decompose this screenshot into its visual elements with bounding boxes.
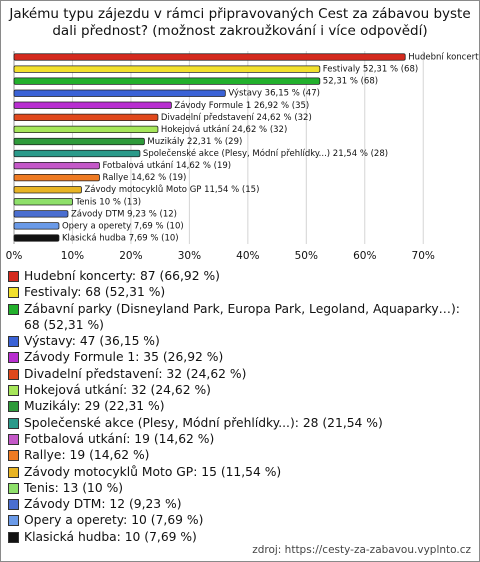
bar [13, 210, 69, 218]
legend-label: Závody motocyklů Moto GP: 15 (11,54 %) [24, 464, 282, 479]
bar-label: Fotbalová utkání 14,62 % (19) [102, 161, 231, 171]
legend-swatch [8, 515, 19, 527]
bar-label: Rallye 14,62 % (19) [102, 173, 186, 183]
legend-item: Hokejová utkání: 32 (24,62 %) [8, 382, 472, 398]
bar-label: Muzikály 22,31 % (29) [147, 137, 242, 147]
legend-item: Závody DTM: 12 (9,23 %) [8, 496, 472, 512]
x-tick-label: 50% [295, 250, 318, 262]
legend-item: Festivaly: 68 (52,31 %) [8, 284, 472, 300]
legend-swatch [8, 531, 19, 543]
legend-label: Klasická hudba: 10 (7,69 %) [24, 529, 197, 544]
legend-item: Muzikály: 29 (22,31 %) [8, 398, 472, 414]
legend-label: Rallye: 19 (14,62 %) [24, 448, 150, 463]
bar-label: Tenis 10 % (13) [74, 197, 141, 207]
bar-label: Hokejová utkání 24,62 % (32) [161, 125, 287, 135]
legend-item: Opery a operety: 10 (7,69 %) [8, 512, 472, 528]
legend-swatch [8, 385, 19, 397]
legend-swatch [8, 482, 19, 494]
legend-item: Zábavní parky (Disneyland Park, Europa P… [8, 301, 472, 334]
chart-title: Jakému typu zájezdu v rámci připravovaný… [9, 6, 471, 39]
legend-label: Fotbalová utkání: 19 (14,62 %) [24, 431, 215, 446]
x-tick-label: 30% [178, 250, 201, 262]
x-tick-label: 60% [353, 250, 376, 262]
bar [13, 89, 226, 97]
legend-item: Výstavy: 47 (36,15 %) [8, 333, 472, 349]
bar-label: Divadelní představení 24,62 % (32) [161, 113, 312, 123]
bar [13, 161, 100, 170]
legend-label: Závody DTM: 12 (9,23 %) [24, 497, 182, 512]
bar-label: Výstavy 36,15 % (47) [228, 89, 320, 99]
legend-swatch [8, 336, 19, 348]
legend-item: Tenis: 13 (10 %) [8, 480, 472, 496]
legend-swatch [8, 271, 19, 282]
legend-swatch [8, 499, 19, 511]
bar [13, 234, 60, 242]
bar [13, 77, 321, 85]
legend-swatch [8, 417, 19, 429]
bar [13, 125, 159, 134]
bar-label: Hudební koncerty 66,92 % (87) [408, 53, 479, 63]
legend-item: Rallye: 19 (14,62 %) [8, 447, 472, 463]
bar [13, 113, 159, 121]
x-tick-label: 10% [61, 250, 84, 262]
bar [13, 65, 321, 73]
legend-item: Divadelní představení: 32 (24,62 %) [8, 366, 472, 382]
legend-swatch [8, 401, 19, 413]
bar [13, 137, 145, 146]
legend-item: Společenské akce (Plesy, Módní přehlídky… [8, 415, 472, 431]
legend-swatch [8, 287, 19, 299]
bar-label: Závody motocyklů Moto GP 11,54 % (15) [84, 184, 259, 195]
legend-label: Festivaly: 68 (52,31 %) [24, 285, 166, 300]
bar-label: Opery a operety 7,69 % (10) [62, 221, 184, 231]
bar-label: Klasická hudba 7,69 % (10) [62, 233, 179, 243]
legend-label: Závody Formule 1: 35 (26,92 %) [24, 350, 224, 365]
bar [13, 101, 172, 109]
legend-item: Fotbalová utkání: 19 (14,62 %) [8, 431, 472, 447]
legend-swatch [8, 450, 19, 462]
legend-item: Závody Formule 1: 35 (26,92 %) [8, 349, 472, 365]
legend-label: Společenské akce (Plesy, Módní přehlídky… [24, 415, 383, 430]
legend-label: Hudební koncerty: 87 (66,92 %) [24, 269, 220, 283]
legend: Hudební koncerty: 87 (66,92 %) Festivaly:… [8, 268, 472, 545]
legend-swatch [8, 466, 19, 478]
bar [13, 186, 82, 194]
legend-label: Divadelní představení: 32 (24,62 %) [24, 366, 247, 381]
legend-label: Zábavní parky (Disneyland Park, Europa P… [24, 301, 460, 332]
bar [13, 149, 141, 158]
legend-swatch [8, 433, 19, 445]
legend-label: Muzikály: 29 (22,31 %) [24, 399, 165, 414]
bar-label: Společenské akce (Plesy, Módní přehlídky… [143, 148, 388, 159]
bar [13, 198, 73, 206]
source: zdroj: https://cesty-za-zabavou.vyplnto.… [252, 544, 471, 556]
legend-swatch [8, 368, 19, 380]
bar-label: 52,31 % (68) [323, 77, 378, 87]
chart: 0% 10% 20% 30% 40% 50% 60% 70% Hudební koncerty … [6, 51, 479, 262]
legend-label: Tenis: 13 (10 %) [24, 480, 124, 495]
legend-swatch [8, 303, 19, 315]
legend-label: Výstavy: 47 (36,15 %) [24, 334, 160, 349]
legend-label: Hokejová utkání: 32 (24,62 %) [24, 383, 211, 398]
bar-label: Závody Formule 1 26,92 % (35) [174, 101, 309, 111]
x-tick-label: 70% [412, 250, 435, 262]
legend-swatch [8, 352, 19, 364]
legend-item: Závody motocyklů Moto GP: 15 (11,54 %) [8, 464, 472, 480]
x-tick-label: 0% [6, 250, 23, 262]
bar-label: Závody DTM 9,23 % (12) [71, 209, 177, 219]
bar [13, 174, 100, 182]
legend-item: Hudební koncerty: 87 (66,92 %) [8, 268, 472, 284]
x-tick-label: 40% [236, 250, 259, 262]
x-tick-label: 20% [119, 250, 142, 262]
legend-item: Klasická hudba: 10 (7,69 %) [8, 529, 472, 545]
bar [13, 222, 60, 230]
legend-label: Opery a operety: 10 (7,69 %) [24, 513, 204, 528]
bar-label: Festivaly 52,31 % (68) [323, 65, 418, 75]
bar [13, 53, 406, 61]
